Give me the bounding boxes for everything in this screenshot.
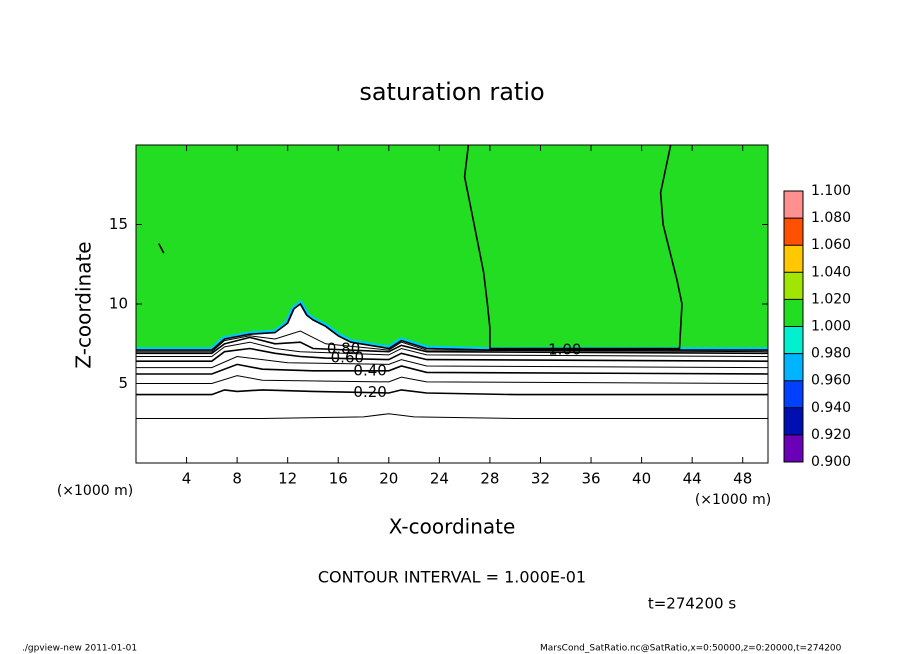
colorbar-swatch — [784, 218, 803, 246]
colorbar-swatch — [784, 326, 803, 354]
y-axis-label: Z-coordinate — [72, 241, 96, 368]
colorbar-label: 0.900 — [811, 454, 851, 470]
contour-line — [136, 355, 769, 369]
contour-label: 1.00 — [548, 341, 581, 359]
y-tick-label: 10 — [109, 295, 128, 313]
contour-label: 0.80 — [327, 340, 360, 358]
x-tick-label: 8 — [232, 470, 242, 488]
x-tick-label: 28 — [480, 470, 499, 488]
x-tick-label: 48 — [733, 470, 752, 488]
contour-line — [136, 375, 769, 384]
contour-line — [136, 144, 768, 351]
contour-interval: CONTOUR INTERVAL = 1.000E-01 — [318, 568, 586, 587]
x-tick-label: 12 — [278, 470, 297, 488]
x-tick-label: 24 — [430, 470, 449, 488]
contour-line — [136, 330, 769, 353]
x-tick-label: 16 — [329, 470, 348, 488]
x-axis-label: X-coordinate — [389, 515, 516, 539]
colorbar-swatch — [784, 380, 803, 408]
colorbar-label: 0.960 — [811, 373, 851, 389]
contour-line — [136, 336, 769, 355]
contour-line — [136, 341, 769, 357]
contour-label: 0.40 — [353, 361, 386, 379]
colorbar-swatch — [784, 245, 803, 273]
x-tick-label: 4 — [182, 470, 192, 488]
colorbar-label: 1.020 — [811, 291, 851, 307]
colorbar-label: 0.920 — [811, 427, 851, 443]
x-tick-label: 36 — [581, 470, 600, 488]
colorbar-swatch — [784, 272, 803, 300]
y-unit: (×1000 m) — [57, 483, 133, 499]
x-unit: (×1000 m) — [695, 492, 771, 508]
contour-label: 0.20 — [353, 383, 386, 401]
y-tick-label: 5 — [118, 374, 128, 392]
colorbar-label: 1.060 — [811, 237, 851, 253]
colorbar-label: 0.940 — [811, 400, 851, 416]
y-tick-label: 15 — [109, 215, 128, 233]
footer-right: MarsCond_SatRatio.nc@SatRatio,x=0:50000,… — [540, 644, 842, 654]
colorbar-label: 1.100 — [811, 183, 851, 199]
x-tick-label: 44 — [683, 470, 702, 488]
footer-left: ./gpview-new 2011-01-01 — [22, 644, 137, 654]
colorbar-label: 1.080 — [811, 210, 851, 226]
colorbar-label: 0.980 — [811, 346, 851, 362]
x-tick-label: 32 — [531, 470, 550, 488]
contour-line — [136, 363, 769, 375]
x-tick-label: 20 — [379, 470, 398, 488]
colorbar-label: 1.040 — [811, 264, 851, 280]
contour-line — [136, 347, 769, 362]
below-range-region — [136, 304, 768, 463]
colorbar-label: 1.000 — [811, 319, 851, 335]
contour-line — [136, 389, 768, 396]
x-tick-label: 40 — [632, 470, 651, 488]
colorbar-swatch — [784, 299, 803, 327]
contour-line — [136, 413, 768, 419]
chart-title: saturation ratio — [359, 78, 544, 106]
colorbar-swatch — [784, 353, 803, 381]
time-label: t=274200 s — [648, 595, 736, 613]
colorbar-swatch — [784, 191, 803, 219]
colorbar-swatch — [784, 407, 803, 435]
colorbar-swatch — [784, 434, 803, 462]
